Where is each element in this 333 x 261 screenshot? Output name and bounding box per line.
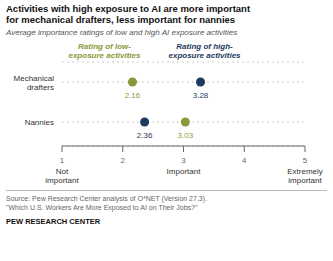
svg-text:4: 4 [242,156,247,165]
svg-text:Extremely: Extremely [287,167,323,176]
svg-text:3.03: 3.03 [178,131,194,140]
html-text:for mechanical drafters, less: for mechanical drafters, less important … [6,14,236,25]
html-text:"Which U.S. Workers Are More E: "Which U.S. Workers Are More Exposed to … [6,204,198,211]
html-text:Activities with high exposure: Activities with high exposure to AI are … [6,3,251,14]
html-text:exposure activities: exposure activities [68,51,141,60]
svg-text:2: 2 [121,156,126,165]
svg-text:important: important [45,176,79,185]
svg-text:3.28: 3.28 [193,91,209,100]
svg-text:Nannies: Nannies [25,118,54,127]
html-text:Source: Pew Research Center an: Source: Pew Research Center analysis of … [6,195,207,202]
svg-text:5: 5 [303,156,308,165]
html-text:PEW RESEARCH CENTER: PEW RESEARCH CENTER [6,217,101,226]
svg-text:1: 1 [60,156,65,165]
svg-text:drafters: drafters [27,83,54,92]
svg-text:important: important [288,176,322,185]
html-text:Rating of high-: Rating of high- [176,42,233,51]
svg-text:2.36: 2.36 [137,131,153,140]
html-text:Average importance ratings of: Average importance ratings of low and hi… [6,28,238,37]
svg-text:Mechanical: Mechanical [14,74,55,83]
svg-text:2.16: 2.16 [125,91,141,100]
svg-text:Important: Important [167,167,202,176]
html-text:Rating of low-: Rating of low- [78,42,131,51]
svg-text:Not: Not [56,167,69,176]
svg-text:3: 3 [181,156,186,165]
html-text:exposure activities: exposure activities [168,51,241,60]
